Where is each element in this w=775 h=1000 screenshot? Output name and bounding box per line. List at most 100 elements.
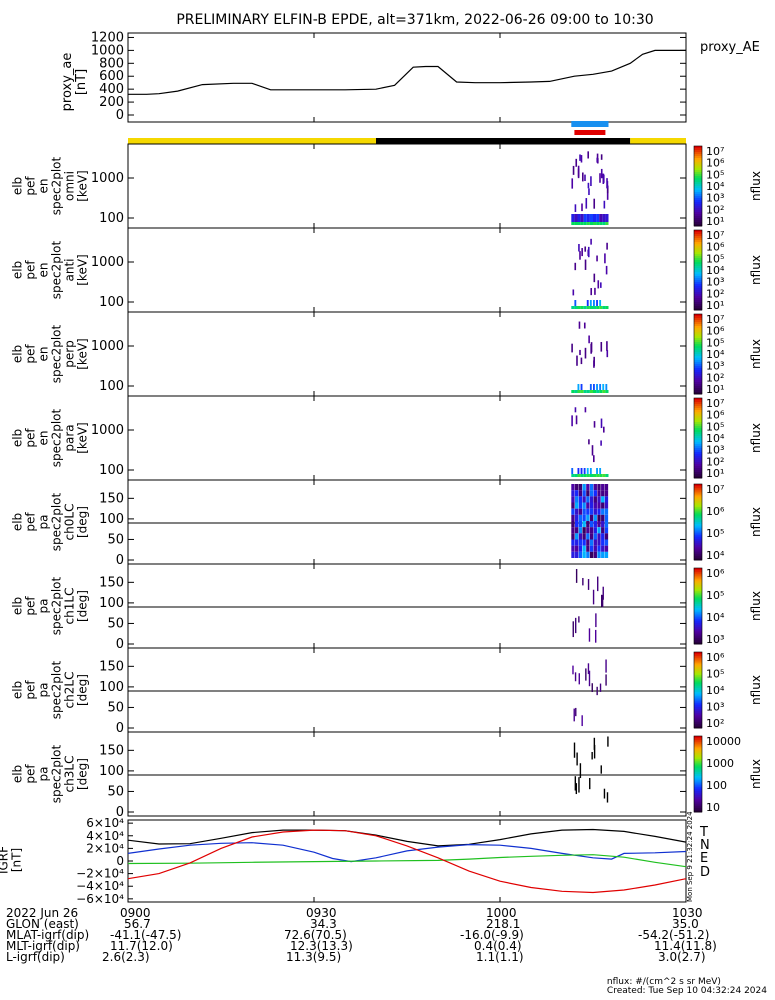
spectro-cell (600, 342, 603, 352)
nflux-colorbar-swatch (694, 691, 702, 695)
pa-tick-label: 150 (99, 491, 124, 506)
proxy-ae-line (128, 49, 686, 95)
pa-cell (589, 533, 594, 540)
spectro-cell (586, 474, 590, 477)
pa-cell (578, 616, 580, 623)
nflux-colorbar-swatch (694, 420, 702, 423)
nflux-title: nflux (749, 171, 763, 201)
pa-cell (597, 527, 601, 534)
nflux-colorbar-swatch (694, 697, 702, 700)
nflux-title: nflux (749, 339, 763, 369)
energy-tick-label: 100 (99, 295, 124, 310)
nflux-colorbar-swatch (694, 172, 702, 175)
spectro-cell (600, 168, 603, 179)
pa-cell (601, 545, 605, 552)
nflux-colorbar-swatch (694, 712, 702, 716)
footer-value: 35.0 (672, 917, 699, 931)
nflux-colorbar-swatch (694, 350, 702, 353)
nflux-colorbar-swatch (694, 294, 702, 297)
pa-cell (571, 490, 575, 497)
spectro-cell (580, 155, 583, 163)
pa-cell (586, 551, 590, 558)
spectro-cell (605, 474, 609, 477)
nflux-colorbar-swatch (694, 642, 702, 645)
nflux-colorbar-swatch (694, 450, 702, 453)
pa-cell (589, 496, 594, 503)
spectro-cell (575, 415, 578, 425)
nflux-colorbar-swatch (694, 544, 702, 548)
footer-label: MLT-igrf(dip) (6, 939, 80, 953)
spectro-cell (571, 343, 573, 353)
energy-ylabel-line: spec2plot (50, 408, 64, 467)
pa-cell (575, 707, 577, 717)
nflux-colorbar-swatch (694, 523, 702, 527)
energy-tick-label: 1000 (91, 255, 124, 270)
spectro-cell (586, 214, 590, 222)
spectro-cell (583, 222, 587, 225)
spectro-cell (582, 172, 584, 182)
pa-tick-label: 100 (99, 596, 124, 611)
pitch-angle-ylabel-line: pa (37, 515, 51, 530)
nflux-colorbar-swatch (694, 794, 702, 798)
nflux-colorbar-swatch (694, 424, 702, 427)
energy-spectrogram-frame (127, 395, 687, 481)
nflux-colorbar-border (693, 145, 703, 227)
igrf-tick-label: 6×10⁴ (86, 816, 124, 830)
igrf-ylabel-line: IGRF (0, 846, 11, 874)
nflux-colorbar-swatch (694, 178, 702, 181)
pa-cell (606, 792, 609, 803)
pa-tick-label: 150 (99, 575, 124, 590)
nflux-colorbar-swatch (694, 164, 702, 167)
pa-cell (599, 683, 602, 692)
energy-spectrogram-frame (127, 311, 687, 397)
footer-value: 1000 (486, 906, 517, 920)
spectro-cell (599, 222, 603, 225)
nflux-colorbar-swatch (694, 787, 702, 790)
nflux-colorbar-swatch (694, 756, 702, 760)
nflux-colorbar-swatch (694, 454, 702, 457)
nflux-colorbar-swatch (694, 669, 702, 672)
pa-cell (593, 496, 597, 503)
nflux-colorbar-swatch (694, 520, 702, 523)
pitch-angle-ylabel-line: elb (11, 765, 25, 783)
nflux-colorbar-swatch (694, 248, 702, 251)
pa-cell (575, 508, 579, 515)
nflux-colorbar-swatch (694, 552, 702, 555)
pa-cell (586, 484, 590, 491)
pa-tick-label: 150 (99, 659, 124, 674)
nflux-colorbar-swatch (694, 402, 702, 405)
pa-cell (578, 508, 583, 515)
energy-ylabel-line: [keV] (76, 254, 90, 285)
nflux-colorbar-swatch (694, 659, 702, 662)
nflux-colorbar-swatch (694, 188, 702, 191)
spectro-cell (575, 158, 578, 167)
pa-tick-label: 50 (107, 532, 124, 547)
spectro-cell (596, 390, 600, 393)
energy-ylabel-line: elb (11, 429, 25, 447)
nflux-colorbar-swatch (694, 166, 702, 169)
nflux-colorbar-swatch (694, 604, 702, 607)
nflux-colorbar-swatch (694, 468, 702, 471)
spectro-cell (586, 222, 590, 225)
nflux-colorbar-swatch (694, 206, 702, 209)
spectro-cell (606, 350, 609, 358)
proxy-ae-tick-label: 400 (99, 82, 124, 97)
nflux-colorbar-swatch (694, 587, 702, 590)
nflux-colorbar-swatch (694, 204, 702, 207)
nflux-colorbar-swatch (694, 176, 702, 179)
footer-value: 0900 (120, 906, 151, 920)
nflux-colorbar-tick-label: 10⁵ (706, 527, 724, 540)
nflux-colorbar-swatch (694, 613, 702, 616)
pitch-angle-frame (127, 731, 687, 817)
pa-cell (601, 594, 603, 607)
energy-tick-label: 100 (99, 211, 124, 226)
spectro-cell (583, 214, 587, 222)
nflux-colorbar-border (693, 483, 703, 561)
nflux-title: nflux (749, 423, 763, 453)
pa-cell (589, 521, 594, 528)
pa-cell (604, 527, 609, 534)
nflux-colorbar-swatch (694, 634, 702, 637)
nflux-colorbar-swatch (694, 535, 702, 538)
spectro-cell (596, 157, 599, 163)
